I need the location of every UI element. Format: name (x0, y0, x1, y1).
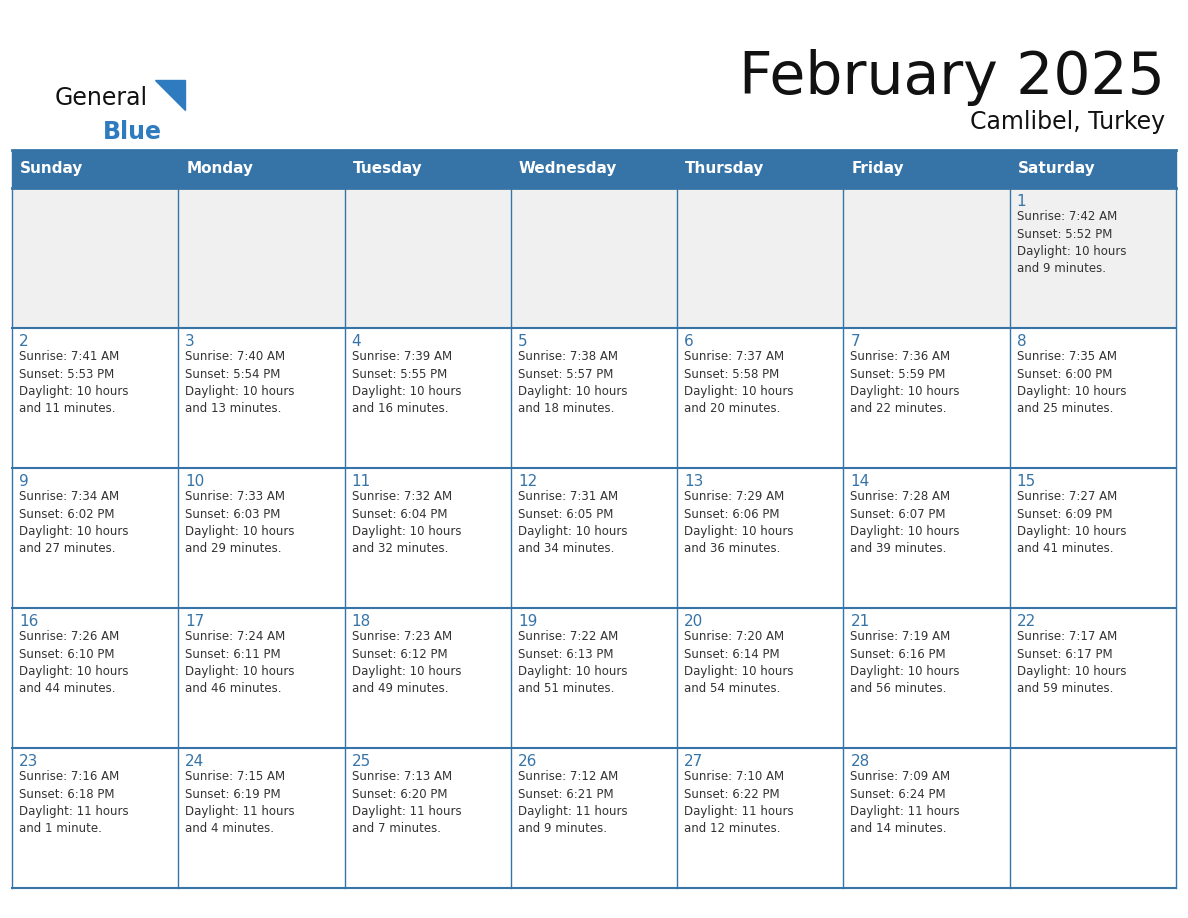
Text: Sunrise: 7:16 AM
Sunset: 6:18 PM
Daylight: 11 hours
and 1 minute.: Sunrise: 7:16 AM Sunset: 6:18 PM Dayligh… (19, 770, 128, 835)
Text: 7: 7 (851, 334, 860, 349)
Text: 11: 11 (352, 474, 371, 489)
Text: 17: 17 (185, 614, 204, 629)
Bar (12, 468, 1176, 608)
Text: Sunrise: 7:17 AM
Sunset: 6:17 PM
Daylight: 10 hours
and 59 minutes.: Sunrise: 7:17 AM Sunset: 6:17 PM Dayligh… (1017, 630, 1126, 696)
Text: 16: 16 (19, 614, 38, 629)
Text: Sunrise: 7:28 AM
Sunset: 6:07 PM
Daylight: 10 hours
and 39 minutes.: Sunrise: 7:28 AM Sunset: 6:07 PM Dayligh… (851, 490, 960, 555)
Text: Wednesday: Wednesday (519, 162, 618, 176)
Text: Sunrise: 7:22 AM
Sunset: 6:13 PM
Daylight: 10 hours
and 51 minutes.: Sunrise: 7:22 AM Sunset: 6:13 PM Dayligh… (518, 630, 627, 696)
Polygon shape (154, 80, 185, 110)
Bar (12, 328, 1176, 468)
Text: Monday: Monday (187, 162, 253, 176)
Bar (12, 748, 1176, 888)
Text: Sunrise: 7:24 AM
Sunset: 6:11 PM
Daylight: 10 hours
and 46 minutes.: Sunrise: 7:24 AM Sunset: 6:11 PM Dayligh… (185, 630, 295, 696)
Bar (12, 608, 1176, 748)
Text: Sunrise: 7:32 AM
Sunset: 6:04 PM
Daylight: 10 hours
and 32 minutes.: Sunrise: 7:32 AM Sunset: 6:04 PM Dayligh… (352, 490, 461, 555)
Text: 15: 15 (1017, 474, 1036, 489)
Text: 22: 22 (1017, 614, 1036, 629)
Text: Sunrise: 7:23 AM
Sunset: 6:12 PM
Daylight: 10 hours
and 49 minutes.: Sunrise: 7:23 AM Sunset: 6:12 PM Dayligh… (352, 630, 461, 696)
Text: 3: 3 (185, 334, 195, 349)
Bar (12, 150, 1176, 188)
Text: 8: 8 (1017, 334, 1026, 349)
Text: Sunrise: 7:29 AM
Sunset: 6:06 PM
Daylight: 10 hours
and 36 minutes.: Sunrise: 7:29 AM Sunset: 6:06 PM Dayligh… (684, 490, 794, 555)
Text: Saturday: Saturday (1018, 162, 1095, 176)
Text: 26: 26 (518, 754, 537, 769)
Text: 5: 5 (518, 334, 527, 349)
Text: 28: 28 (851, 754, 870, 769)
Text: 10: 10 (185, 474, 204, 489)
Text: Thursday: Thursday (685, 162, 765, 176)
Text: 23: 23 (19, 754, 38, 769)
Text: 13: 13 (684, 474, 703, 489)
Text: Sunrise: 7:39 AM
Sunset: 5:55 PM
Daylight: 10 hours
and 16 minutes.: Sunrise: 7:39 AM Sunset: 5:55 PM Dayligh… (352, 350, 461, 416)
Text: Sunrise: 7:15 AM
Sunset: 6:19 PM
Daylight: 11 hours
and 4 minutes.: Sunrise: 7:15 AM Sunset: 6:19 PM Dayligh… (185, 770, 295, 835)
Text: 1: 1 (1017, 194, 1026, 209)
Text: 9: 9 (19, 474, 29, 489)
Text: Sunrise: 7:36 AM
Sunset: 5:59 PM
Daylight: 10 hours
and 22 minutes.: Sunrise: 7:36 AM Sunset: 5:59 PM Dayligh… (851, 350, 960, 416)
Text: 20: 20 (684, 614, 703, 629)
Text: Sunrise: 7:33 AM
Sunset: 6:03 PM
Daylight: 10 hours
and 29 minutes.: Sunrise: 7:33 AM Sunset: 6:03 PM Dayligh… (185, 490, 295, 555)
Text: Sunrise: 7:42 AM
Sunset: 5:52 PM
Daylight: 10 hours
and 9 minutes.: Sunrise: 7:42 AM Sunset: 5:52 PM Dayligh… (1017, 210, 1126, 275)
Text: Sunrise: 7:27 AM
Sunset: 6:09 PM
Daylight: 10 hours
and 41 minutes.: Sunrise: 7:27 AM Sunset: 6:09 PM Dayligh… (1017, 490, 1126, 555)
Text: Sunrise: 7:26 AM
Sunset: 6:10 PM
Daylight: 10 hours
and 44 minutes.: Sunrise: 7:26 AM Sunset: 6:10 PM Dayligh… (19, 630, 128, 696)
Text: February 2025: February 2025 (739, 50, 1165, 106)
Text: Camlibel, Turkey: Camlibel, Turkey (969, 110, 1165, 134)
Text: Sunday: Sunday (20, 162, 83, 176)
Text: Sunrise: 7:12 AM
Sunset: 6:21 PM
Daylight: 11 hours
and 9 minutes.: Sunrise: 7:12 AM Sunset: 6:21 PM Dayligh… (518, 770, 627, 835)
Text: Sunrise: 7:34 AM
Sunset: 6:02 PM
Daylight: 10 hours
and 27 minutes.: Sunrise: 7:34 AM Sunset: 6:02 PM Dayligh… (19, 490, 128, 555)
Text: Tuesday: Tuesday (353, 162, 422, 176)
Text: 19: 19 (518, 614, 537, 629)
Text: Blue: Blue (103, 120, 162, 144)
Text: Sunrise: 7:40 AM
Sunset: 5:54 PM
Daylight: 10 hours
and 13 minutes.: Sunrise: 7:40 AM Sunset: 5:54 PM Dayligh… (185, 350, 295, 416)
Text: Sunrise: 7:10 AM
Sunset: 6:22 PM
Daylight: 11 hours
and 12 minutes.: Sunrise: 7:10 AM Sunset: 6:22 PM Dayligh… (684, 770, 794, 835)
Text: 21: 21 (851, 614, 870, 629)
Text: Sunrise: 7:38 AM
Sunset: 5:57 PM
Daylight: 10 hours
and 18 minutes.: Sunrise: 7:38 AM Sunset: 5:57 PM Dayligh… (518, 350, 627, 416)
Text: Sunrise: 7:13 AM
Sunset: 6:20 PM
Daylight: 11 hours
and 7 minutes.: Sunrise: 7:13 AM Sunset: 6:20 PM Dayligh… (352, 770, 461, 835)
Text: Sunrise: 7:31 AM
Sunset: 6:05 PM
Daylight: 10 hours
and 34 minutes.: Sunrise: 7:31 AM Sunset: 6:05 PM Dayligh… (518, 490, 627, 555)
Text: Friday: Friday (852, 162, 904, 176)
Text: Sunrise: 7:41 AM
Sunset: 5:53 PM
Daylight: 10 hours
and 11 minutes.: Sunrise: 7:41 AM Sunset: 5:53 PM Dayligh… (19, 350, 128, 416)
Text: 2: 2 (19, 334, 29, 349)
Text: 14: 14 (851, 474, 870, 489)
Text: 4: 4 (352, 334, 361, 349)
Text: Sunrise: 7:09 AM
Sunset: 6:24 PM
Daylight: 11 hours
and 14 minutes.: Sunrise: 7:09 AM Sunset: 6:24 PM Dayligh… (851, 770, 960, 835)
Text: 12: 12 (518, 474, 537, 489)
Text: 24: 24 (185, 754, 204, 769)
Text: Sunrise: 7:20 AM
Sunset: 6:14 PM
Daylight: 10 hours
and 54 minutes.: Sunrise: 7:20 AM Sunset: 6:14 PM Dayligh… (684, 630, 794, 696)
Text: Sunrise: 7:37 AM
Sunset: 5:58 PM
Daylight: 10 hours
and 20 minutes.: Sunrise: 7:37 AM Sunset: 5:58 PM Dayligh… (684, 350, 794, 416)
Text: 27: 27 (684, 754, 703, 769)
Text: General: General (55, 86, 148, 110)
Text: 6: 6 (684, 334, 694, 349)
Text: Sunrise: 7:19 AM
Sunset: 6:16 PM
Daylight: 10 hours
and 56 minutes.: Sunrise: 7:19 AM Sunset: 6:16 PM Dayligh… (851, 630, 960, 696)
Text: Sunrise: 7:35 AM
Sunset: 6:00 PM
Daylight: 10 hours
and 25 minutes.: Sunrise: 7:35 AM Sunset: 6:00 PM Dayligh… (1017, 350, 1126, 416)
Text: 18: 18 (352, 614, 371, 629)
Bar (12, 188, 1176, 328)
Text: 25: 25 (352, 754, 371, 769)
